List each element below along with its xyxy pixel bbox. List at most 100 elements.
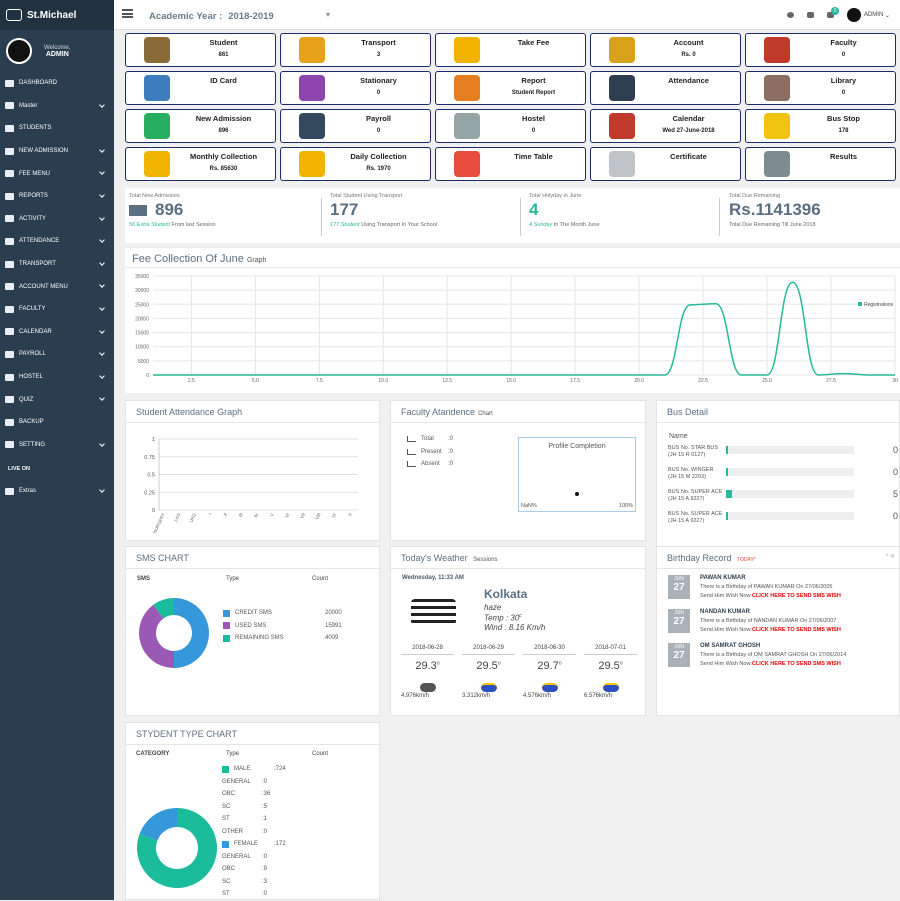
bus-count: 5 — [893, 489, 898, 499]
sidebar-item-reports[interactable]: REPORTS — [0, 185, 114, 208]
send-sms-link[interactable]: CLICK HERE TO SEND SMS WISH — [752, 661, 841, 667]
student-type-count: :36 — [262, 791, 270, 797]
profile-title: Profile Completion — [519, 443, 635, 450]
forecast-date: 2018-06-30 — [523, 645, 576, 655]
sidebar-item-faculty[interactable]: FACULTY — [0, 298, 114, 321]
menu-icon — [5, 238, 14, 245]
send-sms-link[interactable]: CLICK HERE TO SEND SMS WISH — [752, 593, 841, 599]
sms-col-sms: SMS — [137, 576, 150, 582]
sidebar-item-label: TRANSPORT — [19, 261, 56, 267]
stat-sub-emphasis: 56 Extra Student — [129, 222, 170, 228]
sidebar-item-label: FACULTY — [19, 306, 46, 312]
sidebar-item-dashboard[interactable]: DASHBOARD — [0, 72, 114, 95]
y-tick-label: 15000 — [135, 331, 149, 337]
tile-value: Wed 27-June-2018 — [641, 128, 736, 134]
tile-time-table[interactable]: Time Table — [435, 147, 586, 181]
admin-menu[interactable]: ADMIN ⌄ — [847, 8, 890, 22]
sidebar-item-setting[interactable]: SETTING — [0, 434, 114, 457]
live-on-heading: LIVE ON — [0, 456, 114, 480]
sidebar-item-hostel[interactable]: HOSTEL — [0, 366, 114, 389]
y-tick-label: 0 — [146, 373, 149, 379]
tile-certificate[interactable]: Certificate — [590, 147, 741, 181]
avatar[interactable] — [6, 38, 32, 64]
chevron-down-icon[interactable]: ▾ — [326, 10, 330, 19]
sidebar-item-extras[interactable]: Extras — [0, 480, 114, 503]
tile-attendance[interactable]: Attendance — [590, 71, 741, 105]
menu-toggle-icon[interactable] — [122, 9, 133, 18]
take-fee-icon — [454, 37, 480, 63]
student-type-label: SC — [222, 879, 262, 885]
sidebar-item-fee-menu[interactable]: FEE MENU — [0, 162, 114, 185]
sidebar-item-new-admission[interactable]: NEW ADMISSION — [0, 140, 114, 163]
menu-icon — [5, 306, 14, 313]
user-box: Welcome,ADMIN — [0, 34, 114, 68]
sidebar-item-activity[interactable]: ACTIVITY — [0, 208, 114, 231]
sidebar-item-account-menu[interactable]: ACCOUNT MENU — [0, 275, 114, 298]
forecast-temp-row: 29.5o — [462, 660, 515, 672]
tile-calendar[interactable]: Calendar Wed 27-June-2018 — [590, 109, 741, 143]
faculty-stat-value: :0 — [448, 461, 453, 467]
forecast-wind: 4.576km/h — [523, 693, 576, 699]
weather-title-text: Today's Weather — [401, 553, 468, 563]
clock-icon[interactable] — [787, 12, 794, 18]
bus-progress-fill — [726, 512, 728, 520]
user-name: ADMIN — [44, 51, 71, 58]
stype-col-count: Count — [312, 751, 328, 757]
sidebar-item-calendar[interactable]: CALENDAR — [0, 321, 114, 344]
academic-year-select[interactable]: Academic Year :2018-2019 — [149, 11, 274, 22]
brand[interactable]: St.Michael — [0, 0, 114, 30]
faculty-icon — [764, 37, 790, 63]
badge-day: 27 — [668, 650, 690, 661]
send-sms-link[interactable]: CLICK HERE TO SEND SMS WISH — [752, 627, 841, 633]
sidebar-item-students[interactable]: STUDENTS — [0, 117, 114, 140]
sms-type: REMAINING SMS — [235, 635, 325, 641]
tile-take-fee[interactable]: Take Fee — [435, 33, 586, 67]
tile-id-card[interactable]: ID Card — [125, 71, 276, 105]
sidebar-item-payroll[interactable]: PAYROLL — [0, 343, 114, 366]
stat-label: Total Holyday in June — [529, 193, 600, 199]
tile-label: Calendar — [641, 114, 736, 123]
sidebar-item-quiz[interactable]: QUIZ — [0, 388, 114, 411]
y-tick-label: 10000 — [135, 345, 149, 351]
y-tick-label: 5000 — [138, 359, 149, 365]
monthly-collection-icon — [144, 151, 170, 177]
chat-icon[interactable] — [807, 12, 814, 18]
x-tick-label: IV — [253, 512, 259, 518]
sidebar-item-backup[interactable]: BACKUP — [0, 411, 114, 434]
forecast-temp: 29.3 — [415, 660, 436, 672]
weather-title-small: Sessions — [473, 557, 497, 563]
tile-results[interactable]: Results — [745, 147, 896, 181]
student-type-label: ST — [222, 891, 262, 897]
sidebar-item-transport[interactable]: TRANSPORT — [0, 253, 114, 276]
pie-slice — [140, 808, 177, 841]
degree-sign: o — [437, 660, 440, 666]
flag-icon[interactable]: 0 — [827, 12, 834, 18]
x-tick-label: UKG — [188, 512, 197, 523]
pie-slice — [174, 598, 209, 668]
panel-tools-icon[interactable]: ^ ✕ — [885, 553, 895, 560]
sidebar-item-attendance[interactable]: ATTENDANCE — [0, 230, 114, 253]
sidebar-item-master[interactable]: Master — [0, 95, 114, 118]
birthday-text: There is a Birthday of OM SAMRAT GHOSH O… — [700, 652, 846, 658]
legend-swatch — [222, 841, 229, 848]
forecast-wind: 4.976km/h — [401, 693, 454, 699]
sms-col-count: Count — [312, 576, 328, 582]
forecast-date: 2018-06-28 — [401, 645, 454, 655]
